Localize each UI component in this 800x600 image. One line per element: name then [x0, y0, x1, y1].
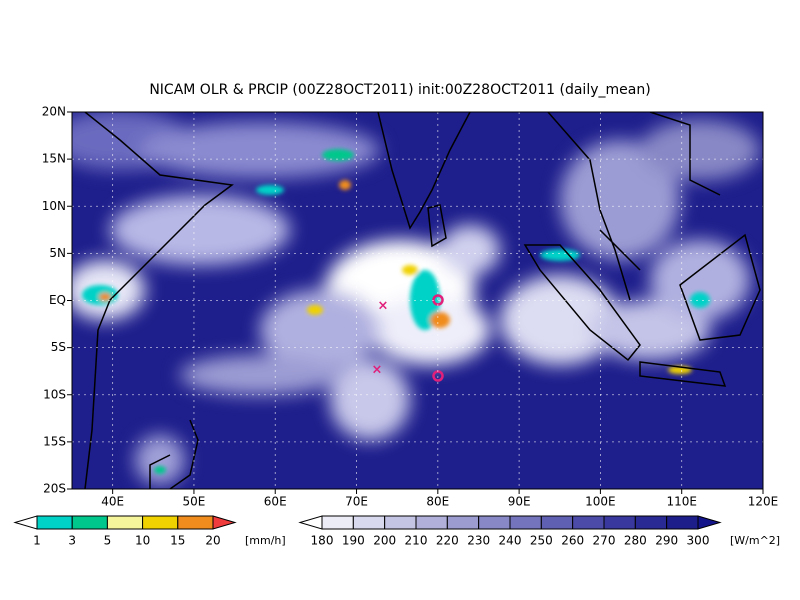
- colorbar-label: 3: [68, 534, 76, 548]
- colorbar-unit: [mm/h]: [245, 534, 286, 547]
- colorbar-label: 250: [530, 534, 553, 548]
- x-tick-label: 110E: [666, 495, 697, 509]
- colorbar-label: 210: [405, 534, 428, 548]
- colorbar-box: [509, 515, 542, 530]
- colorbar-label: 190: [342, 534, 365, 548]
- map-title: NICAM OLR & PRCIP (00Z28OCT2011) init:00…: [149, 82, 650, 98]
- colorbar-box: [415, 515, 448, 530]
- x-tick-label: 80E: [426, 495, 449, 509]
- x-tick-label: 50E: [183, 495, 206, 509]
- plot-frame: [71, 111, 764, 490]
- x-tick-label: 120E: [748, 495, 779, 509]
- colorbar-label: 180: [311, 534, 334, 548]
- colorbar-box: [142, 515, 179, 530]
- colorbar-end: [298, 515, 323, 530]
- colorbar-label: 220: [436, 534, 459, 548]
- colorbar-label: 240: [499, 534, 522, 548]
- colorbar-box: [572, 515, 605, 530]
- map-field: × ×: [72, 112, 763, 489]
- site-marker: ×: [378, 299, 389, 314]
- rain-cells: [82, 149, 710, 474]
- y-tick-label: 20S: [43, 482, 66, 496]
- y-tick-label: EQ: [49, 293, 66, 307]
- y-tick-label: 15N: [42, 152, 66, 166]
- x-tick-label: 60E: [264, 495, 287, 509]
- colorbar-end: [13, 515, 38, 530]
- colorbar-box: [352, 515, 386, 530]
- colorbar-box: [478, 515, 511, 530]
- colorbar-label: 300: [687, 534, 710, 548]
- colorbar-box: [634, 515, 668, 530]
- colorbar-box: [603, 515, 636, 530]
- x-tick-label: 100E: [585, 495, 616, 509]
- colorbar-box: [384, 515, 417, 530]
- colorbar-box: [446, 515, 480, 530]
- x-tick-label: 70E: [345, 495, 368, 509]
- y-tick-label: 10N: [42, 199, 66, 213]
- colorbar-end: [212, 515, 237, 530]
- colorbar-label: 1: [33, 534, 41, 548]
- colorbar-unit: [W/m^2]: [730, 534, 780, 547]
- colorbar-box: [177, 515, 214, 530]
- colorbar-label: 15: [170, 534, 185, 548]
- colorbar-box: [106, 515, 144, 530]
- colorbar-box: [321, 515, 354, 530]
- colorbar-label: 5: [104, 534, 112, 548]
- y-tick-label: 5S: [51, 340, 66, 354]
- site-marker: ×: [372, 363, 383, 378]
- colorbar-label: 280: [624, 534, 647, 548]
- colorbar-label: 260: [561, 534, 584, 548]
- colorbar-label: 230: [467, 534, 490, 548]
- x-tick-label: 40E: [101, 495, 124, 509]
- colorbars: 1 3 5 10 15 20 [mm/h] 180 190 200 210 220 230 240 250 2…: [13, 515, 780, 548]
- colorbar-label: 10: [135, 534, 150, 548]
- colorbar-end: [697, 515, 722, 530]
- colorbar-label: 200: [373, 534, 396, 548]
- colorbar-label: 290: [655, 534, 678, 548]
- colorbar-box: [36, 515, 73, 530]
- y-tick-label: 10S: [43, 387, 66, 401]
- colorbar-label: 20: [205, 534, 220, 548]
- colorbar-box: [666, 515, 699, 530]
- y-tick-label: 5N: [49, 246, 66, 260]
- x-tick-label: 90E: [508, 495, 531, 509]
- coastlines: [84, 112, 761, 489]
- colorbar-label: 270: [593, 534, 616, 548]
- colorbar-box: [71, 515, 108, 530]
- colorbar-box: [540, 515, 574, 530]
- y-tick-label: 20N: [42, 105, 66, 119]
- y-tick-label: 15S: [43, 434, 66, 448]
